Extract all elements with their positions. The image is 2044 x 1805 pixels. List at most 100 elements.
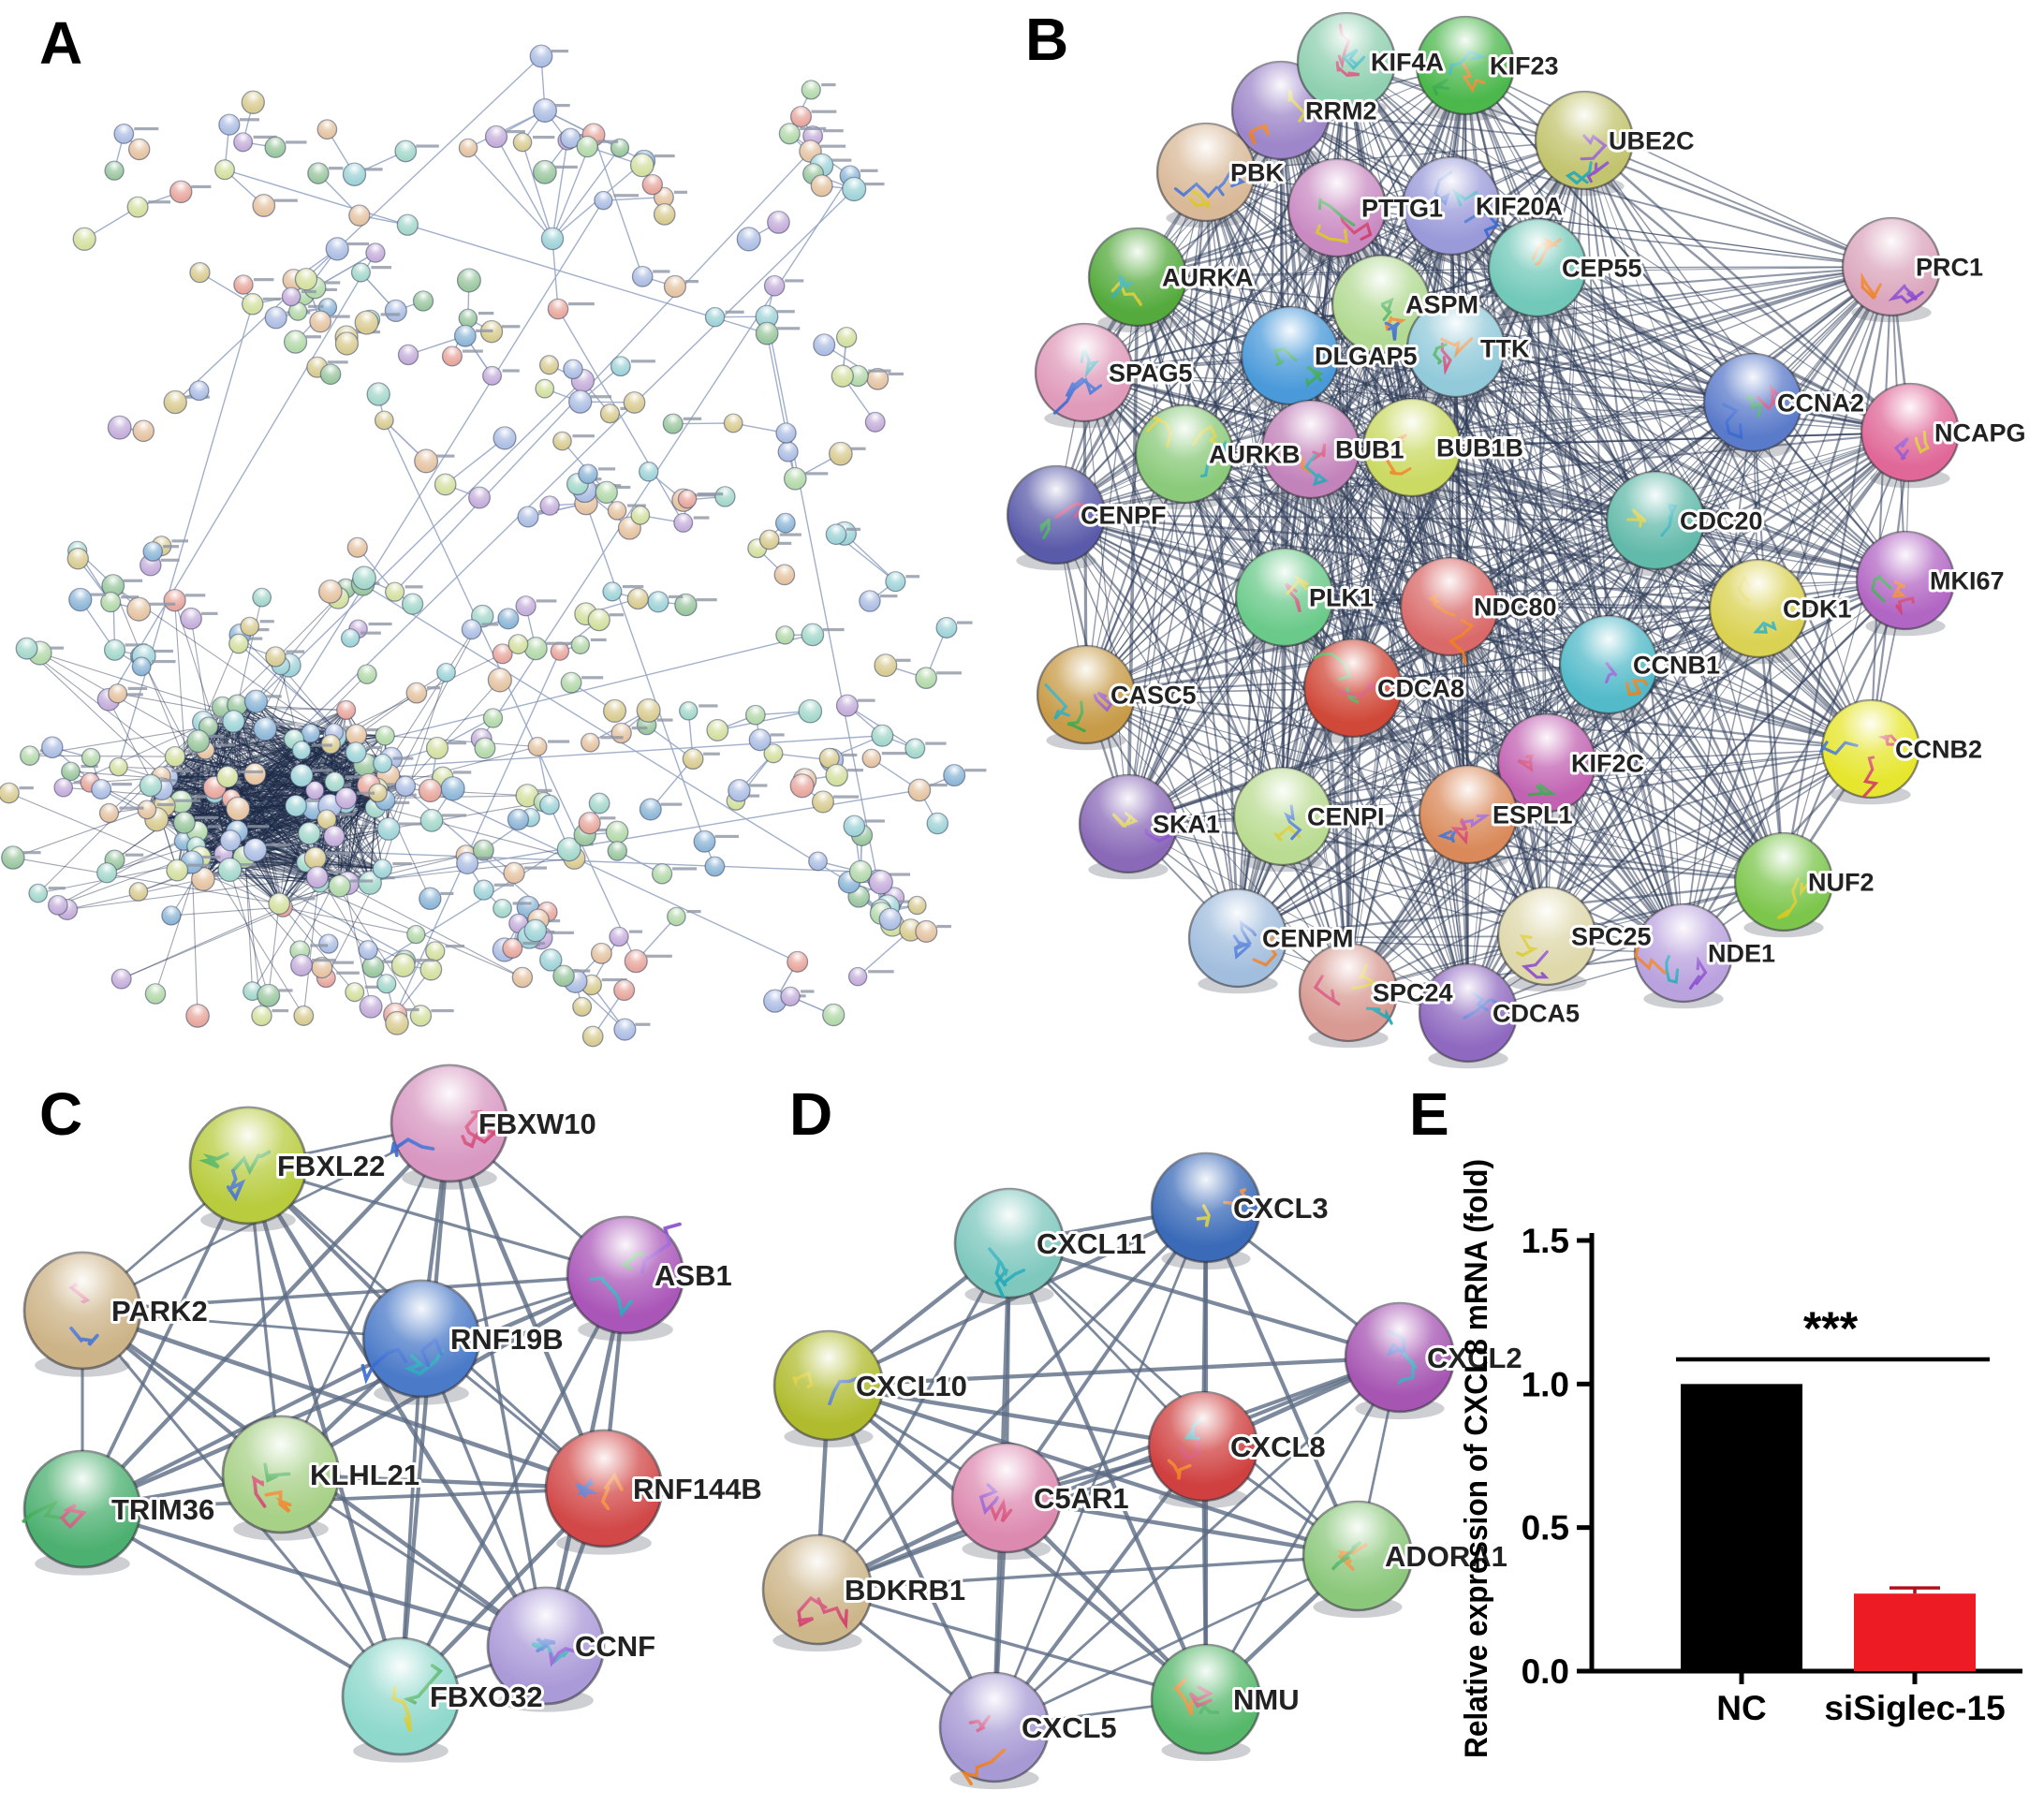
network-edge bbox=[1450, 205, 1892, 268]
node-label-CENPI: CENPI bbox=[1307, 802, 1385, 830]
node-label-CXCL8: CXCL8 bbox=[1230, 1431, 1326, 1463]
network-edge bbox=[1380, 265, 1892, 306]
y-tick-label: 0.5 bbox=[1522, 1509, 1569, 1548]
node-label-CDC20: CDC20 bbox=[1680, 506, 1763, 535]
significance-stars: *** bbox=[1803, 1302, 1859, 1355]
node-label-ASB1: ASB1 bbox=[654, 1259, 732, 1292]
node-label-CXCL10: CXCL10 bbox=[856, 1370, 967, 1402]
node-label-PRC1: PRC1 bbox=[1916, 253, 1983, 281]
network-edge bbox=[1783, 432, 1911, 883]
network-edge bbox=[1411, 447, 1548, 937]
network-edge bbox=[81, 1272, 626, 1512]
node-label-PTTG1: PTTG1 bbox=[1361, 194, 1443, 222]
network-edge bbox=[448, 1123, 548, 1647]
network-edge bbox=[816, 1206, 1208, 1592]
network-edge bbox=[1205, 171, 1450, 608]
node-label-CENPF: CENPF bbox=[1081, 501, 1167, 529]
network-edge bbox=[1448, 205, 1452, 608]
network-edge bbox=[1289, 355, 1656, 521]
node-label-CCNB1: CCNB1 bbox=[1633, 651, 1720, 679]
network-edge bbox=[1137, 65, 1466, 278]
network-edge bbox=[1204, 171, 1287, 598]
node-label-FBXW10: FBXW10 bbox=[478, 1108, 596, 1140]
network-edge bbox=[1289, 354, 1754, 404]
node-label-KLHL21: KLHL21 bbox=[310, 1459, 419, 1491]
network-edge bbox=[1204, 1207, 1360, 1557]
network-edge bbox=[1347, 748, 1872, 993]
network-edge bbox=[1654, 520, 1785, 883]
network-edge bbox=[1055, 171, 1207, 516]
network-edge bbox=[1537, 266, 1892, 269]
network-edge bbox=[827, 1385, 996, 1728]
network-edge bbox=[1310, 448, 1469, 815]
network-edge bbox=[1282, 664, 1610, 817]
bar-NC bbox=[1681, 1384, 1802, 1671]
x-category-label: NC bbox=[1716, 1689, 1766, 1727]
network-edge bbox=[81, 1487, 605, 1511]
network-edge bbox=[993, 1207, 1208, 1728]
network-edge bbox=[1455, 346, 1754, 404]
network-edge bbox=[1184, 453, 1239, 939]
node-label-CDCA8: CDCA8 bbox=[1377, 674, 1464, 702]
node-label-AURKA: AURKA bbox=[1162, 263, 1254, 291]
node-label-CDK1: CDK1 bbox=[1783, 594, 1852, 623]
node-label-BDKRB1: BDKRB1 bbox=[845, 1574, 965, 1607]
network-edge bbox=[1184, 453, 1469, 815]
network-edge bbox=[1205, 171, 1469, 815]
network-edge bbox=[1411, 446, 1759, 610]
network-edge bbox=[1467, 814, 1785, 883]
node-label-PBK: PBK bbox=[1230, 158, 1285, 186]
network-edge bbox=[993, 1445, 1205, 1729]
network-edge bbox=[1546, 608, 1759, 937]
network-edge bbox=[398, 1123, 452, 1697]
network-edge bbox=[1654, 520, 1684, 954]
network-edge bbox=[1347, 580, 1906, 993]
node-label-UBE2C: UBE2C bbox=[1609, 126, 1695, 154]
network-edge bbox=[1289, 354, 1911, 434]
network-edge bbox=[1448, 139, 1585, 608]
network-edge bbox=[1237, 748, 1872, 939]
network-edge bbox=[1411, 402, 1754, 448]
panel-b-label: B bbox=[1025, 6, 1069, 73]
network-edge bbox=[1683, 432, 1911, 954]
node-label-CASC5: CASC5 bbox=[1110, 681, 1197, 709]
network-edge bbox=[1055, 514, 1548, 937]
node-label-SKA1: SKA1 bbox=[1153, 810, 1220, 838]
network-edge bbox=[1284, 520, 1656, 598]
network-edge bbox=[1310, 448, 1785, 883]
network-edge bbox=[1237, 935, 1548, 939]
network-edge bbox=[81, 1122, 451, 1511]
network-edge bbox=[1683, 402, 1754, 954]
node-label-CXCL3: CXCL3 bbox=[1233, 1192, 1329, 1225]
network-edge bbox=[816, 1554, 1359, 1592]
node-label-KIF23: KIF23 bbox=[1490, 51, 1559, 80]
node-label-RNF19B: RNF19B bbox=[450, 1323, 564, 1356]
node-label-NCAPG: NCAPG bbox=[1934, 418, 2026, 447]
network-edge bbox=[1450, 205, 1656, 521]
network-edge bbox=[1352, 303, 1382, 689]
node-label-NDE1: NDE1 bbox=[1708, 939, 1775, 967]
network-edge bbox=[1282, 402, 1754, 817]
network-edge bbox=[1352, 607, 1759, 690]
node-label-CEP55: CEP55 bbox=[1562, 254, 1642, 282]
network-edge bbox=[1083, 205, 1452, 374]
network-edge bbox=[1467, 881, 1785, 1014]
network-edge bbox=[1083, 371, 1450, 609]
network-edge bbox=[1455, 347, 1610, 666]
network-edge bbox=[1127, 823, 1548, 937]
network-edge bbox=[1869, 266, 1893, 750]
network-edge bbox=[1055, 514, 1349, 993]
network-edge bbox=[1184, 453, 1284, 817]
node-label-TTK: TTK bbox=[1480, 334, 1530, 362]
network-edge bbox=[1284, 266, 1892, 598]
node-label-SPC25: SPC25 bbox=[1571, 922, 1652, 950]
node-label-SPAG5: SPAG5 bbox=[1109, 359, 1193, 387]
node-label-FBXL22: FBXL22 bbox=[277, 1150, 385, 1182]
network-edge bbox=[1137, 276, 1239, 939]
network-edge bbox=[1005, 1206, 1208, 1500]
panel-c-label: C bbox=[39, 1080, 83, 1148]
network-edge bbox=[1450, 205, 1548, 764]
node-label-DLGAP5: DLGAP5 bbox=[1315, 342, 1418, 370]
x-category-label: siSiglec-15 bbox=[1824, 1689, 2005, 1727]
